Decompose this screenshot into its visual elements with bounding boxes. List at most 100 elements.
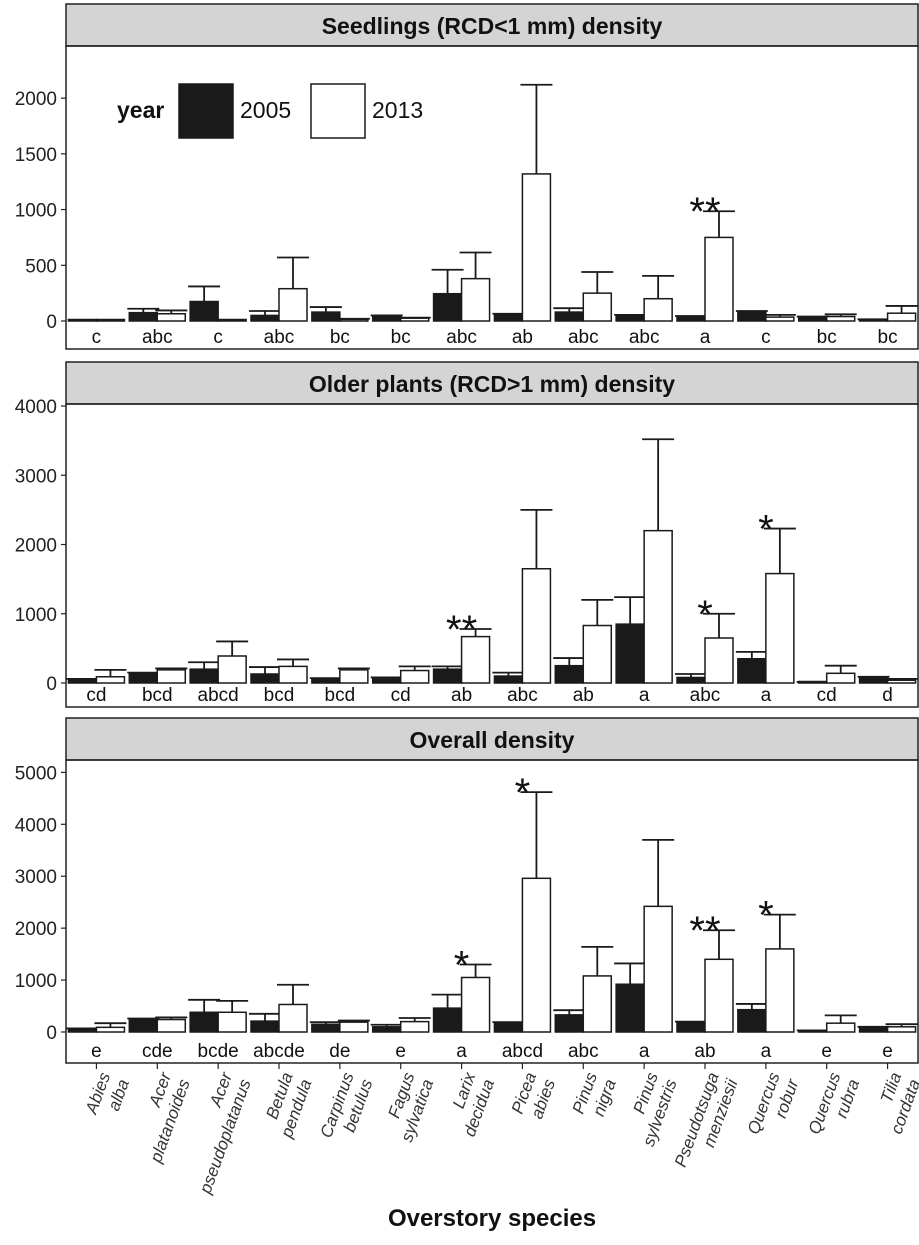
bar-2013-7 [460, 277, 491, 322]
x-tick-label: Abiesalba [81, 1069, 133, 1124]
y-tick-label: 0 [46, 1023, 57, 1044]
x-tick-label: Piceaabies [508, 1069, 559, 1123]
legend-label-2005: 2005 [240, 97, 291, 123]
group-letter: a [639, 685, 650, 706]
bar-2005-7 [432, 668, 463, 684]
group-letter: abcde [253, 1041, 305, 1062]
bar-2013-4 [278, 287, 308, 322]
group-letter: bcd [142, 685, 173, 706]
legend-label-2013: 2013 [372, 97, 423, 123]
bar-2005-12 [737, 310, 767, 322]
bar-2013-6 [399, 1020, 430, 1033]
bar-2005-9 [554, 664, 585, 684]
group-letter: cd [817, 685, 837, 706]
legend-title: year [117, 97, 164, 123]
group-letter: bc [330, 327, 350, 348]
bar-2005-4 [250, 1020, 280, 1033]
bar-2005-3 [189, 668, 219, 684]
bar-2013-5 [339, 669, 369, 684]
panel-title: Older plants (RCD>1 mm) density [309, 371, 675, 397]
bar-2005-8 [493, 1022, 524, 1033]
x-tick-label: Larixdecidua [441, 1069, 498, 1139]
y-tick-label: 2000 [15, 919, 57, 940]
bar-2013-11 [704, 637, 734, 684]
bar-2013-14 [886, 1026, 917, 1033]
group-letter: bc [391, 327, 411, 348]
bar-2013-9 [582, 624, 613, 684]
y-tick-label: 2000 [15, 536, 57, 557]
bar-2005-6 [371, 678, 402, 684]
bar-2005-6 [371, 1026, 402, 1033]
bar-2005-10 [615, 623, 645, 684]
group-letter: d [882, 685, 893, 706]
group-letter: abc [568, 327, 599, 348]
bar-2013-2 [156, 313, 187, 322]
bar-2005-8 [493, 675, 524, 684]
bar-2013-4 [278, 1003, 308, 1033]
panel-2: Older plants (RCD>1 mm) density 0 1000 2000… [15, 361, 919, 708]
group-letter: ab [694, 1041, 715, 1062]
x-tick-label: Fagussylvatica [378, 1069, 437, 1144]
group-letter: de [329, 1041, 350, 1062]
panel-3: Overall density 0 1000 2000 3000 4000 5000 e cde… [15, 717, 919, 1064]
group-letter: bcde [198, 1041, 239, 1062]
group-letter: bc [817, 327, 837, 348]
bar-2005-14 [858, 1027, 889, 1033]
bar-2005-14 [858, 318, 889, 322]
bar-2005-2 [128, 311, 159, 322]
bar-2005-1 [67, 318, 98, 322]
bar-2013-13 [825, 315, 856, 322]
bar-2013-8 [521, 173, 552, 322]
group-letter: abc [690, 685, 721, 706]
bar-2013-7 [460, 976, 491, 1033]
panel-1: Seedlings (RCD<1 mm) density 0 500 1000 1500… [15, 3, 919, 350]
bar-2013-5 [339, 1021, 369, 1033]
y-tick-label: 0 [46, 674, 57, 695]
bar-2005-14 [858, 677, 889, 684]
group-letter: a [761, 1041, 772, 1062]
bar-2013-12 [765, 948, 795, 1033]
bar-2013-14 [886, 312, 917, 322]
group-letter: ab [573, 685, 594, 706]
bar-2005-11 [676, 315, 706, 322]
bar-2013-12 [765, 316, 795, 322]
group-letter: abc [264, 327, 295, 348]
bar-2005-2 [128, 673, 159, 684]
bar-2005-12 [737, 658, 767, 684]
y-tick-label: 1000 [15, 201, 57, 222]
legend-swatch-2005 [178, 83, 234, 139]
bar-2005-13 [797, 1029, 828, 1033]
bar-2005-10 [615, 983, 645, 1033]
panel-border [65, 759, 919, 1064]
bar-2005-3 [189, 1011, 219, 1033]
y-tick-label: 4000 [15, 397, 57, 418]
bar-2013-2 [156, 1018, 187, 1033]
y-tick-label: 3000 [15, 867, 57, 888]
bar-2005-4 [250, 314, 280, 322]
bar-2005-7 [432, 1007, 463, 1033]
group-letter: a [639, 1041, 650, 1062]
group-letter: abc [446, 327, 477, 348]
bar-2005-10 [615, 314, 645, 322]
bar-2005-2 [128, 1018, 159, 1033]
group-letter: a [761, 685, 772, 706]
bar-2013-10 [643, 529, 673, 684]
group-letter: c [213, 327, 223, 348]
bar-2005-3 [189, 300, 219, 322]
significance-marker: ** [446, 608, 477, 652]
bar-2013-11 [704, 958, 734, 1033]
y-tick-label: 2000 [15, 89, 57, 110]
bar-2013-6 [399, 669, 430, 684]
group-letter: ab [451, 685, 472, 706]
group-letter: abc [507, 685, 538, 706]
group-letter: cd [86, 685, 106, 706]
bar-2005-13 [797, 680, 828, 684]
bar-2005-9 [554, 311, 585, 322]
bar-2013-14 [886, 679, 917, 684]
significance-marker: ** [689, 909, 720, 953]
bar-2005-9 [554, 1014, 585, 1033]
significance-marker: * [758, 508, 774, 552]
bar-2013-13 [825, 1022, 856, 1033]
significance-marker: * [454, 944, 470, 988]
bar-2013-6 [399, 317, 430, 322]
